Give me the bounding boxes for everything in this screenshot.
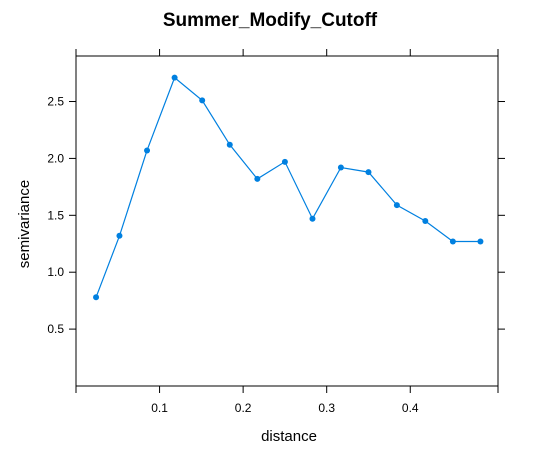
data-point (309, 215, 316, 222)
y-tick-label: 0.5 (47, 322, 64, 336)
data-point (254, 175, 261, 182)
y-tick-label: 1.0 (47, 265, 64, 279)
data-point (449, 238, 456, 245)
data-point (393, 202, 400, 209)
data-point (171, 74, 178, 81)
data-point (365, 169, 372, 176)
data-point (116, 232, 123, 239)
data-point (422, 218, 429, 224)
y-tick-label: 2.0 (47, 151, 64, 165)
x-tick-label: 0.2 (235, 401, 252, 415)
x-tick-label: 0.1 (151, 401, 168, 415)
y-axis-label: semivariance (16, 180, 33, 268)
axis-ticks: 0.1 0.2 0.3 0.4 0.5 1.0 1.5 2.0 2.5 (47, 49, 505, 415)
x-tick-label: 0.3 (318, 401, 335, 415)
y-tick-label: 2.5 (47, 95, 64, 109)
data-point (144, 147, 151, 154)
data-point (199, 97, 206, 104)
plot-frame (75, 55, 499, 387)
series-line (95, 76, 481, 298)
data-point (93, 294, 100, 301)
y-tick-label: 1.5 (47, 208, 64, 222)
data-point (477, 238, 484, 245)
chart-title: Summer_Modify_Cutoff (163, 10, 378, 31)
data-point (337, 164, 344, 171)
series-layer (93, 74, 484, 301)
data-point (281, 158, 288, 165)
x-tick-label: 0.4 (402, 401, 419, 415)
data-point (226, 141, 233, 148)
x-axis-label: distance (261, 428, 317, 445)
